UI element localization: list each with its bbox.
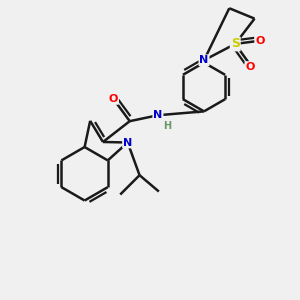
Text: O: O xyxy=(245,62,255,72)
Text: N: N xyxy=(200,55,209,65)
Text: O: O xyxy=(109,94,118,104)
Text: N: N xyxy=(123,137,132,148)
Text: H: H xyxy=(164,121,172,130)
Text: S: S xyxy=(231,38,240,50)
Text: N: N xyxy=(153,110,163,120)
Text: O: O xyxy=(255,36,265,46)
